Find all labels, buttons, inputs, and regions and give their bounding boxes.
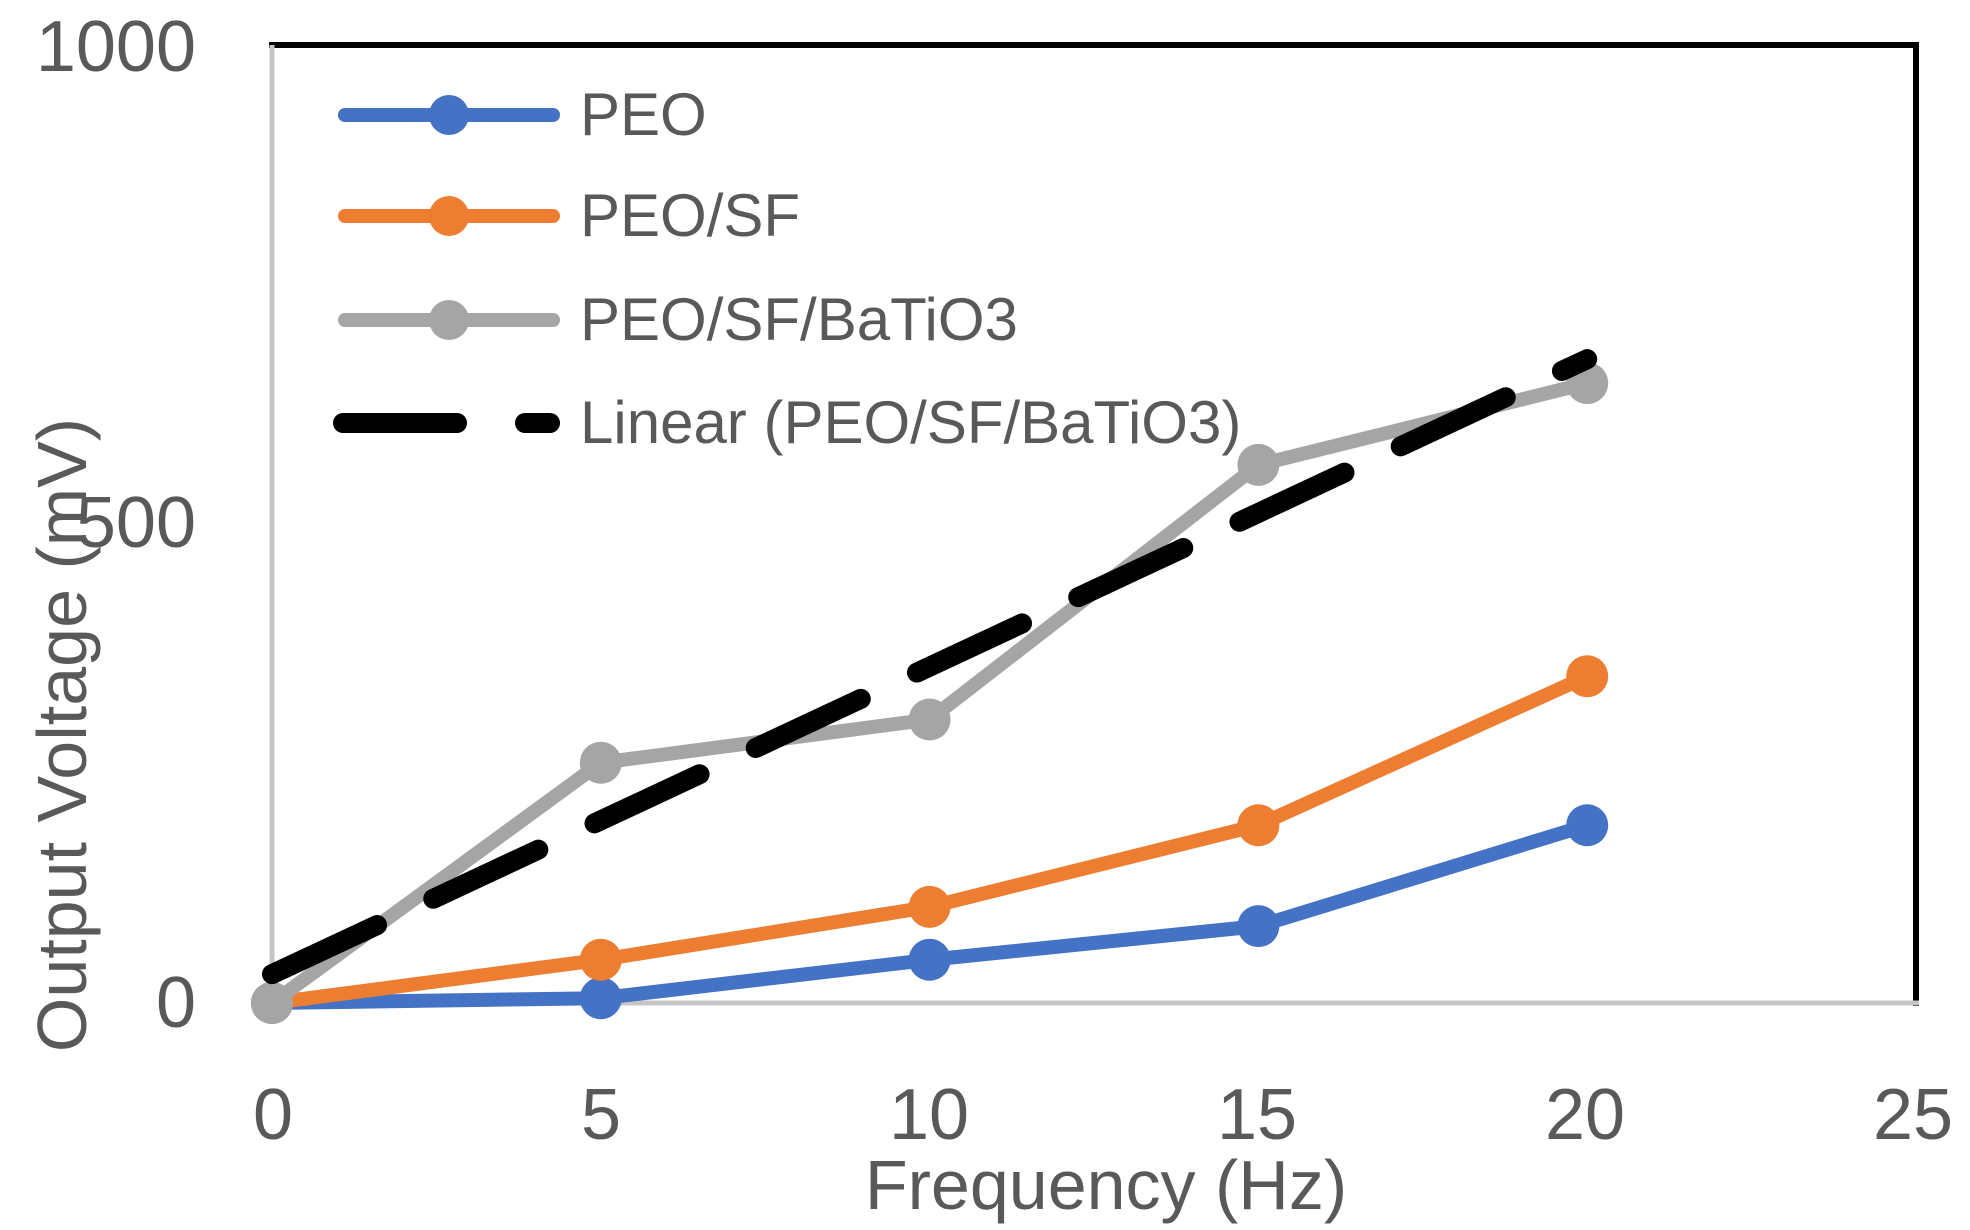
x-tick-20: 20 [1544, 1075, 1626, 1155]
legend-item-peo-sf: PEO/SF [338, 174, 800, 258]
data-point-PEO/SF/BaTiO3 [908, 698, 951, 741]
x-tick-15: 15 [1216, 1075, 1298, 1155]
series-layer [251, 349, 1609, 1024]
y-axis-title: Output Voltage (mV) [23, 417, 101, 1053]
data-point-PEO [1566, 804, 1609, 847]
legend-dash-icon [333, 413, 467, 433]
legend-swatch-peo-sf-batio3 [338, 298, 560, 342]
x-tick-5: 5 [580, 1075, 622, 1155]
data-point-PEO/SF/BaTiO3 [1237, 443, 1280, 486]
data-point-PEO [579, 977, 622, 1020]
trendline [262, 349, 1598, 985]
x-axis-title: Frequency (Hz) [864, 1146, 1348, 1224]
legend-marker-icon [429, 95, 469, 135]
legend-label: Linear (PEO/SF/BaTiO3) [580, 389, 1242, 456]
y-tick-0: 0 [155, 963, 196, 1043]
legend-swatch-peo-sf [338, 194, 560, 238]
legend-marker-icon [429, 300, 469, 340]
legend-item-peo-sf-batio3: PEO/SF/BaTiO3 [338, 278, 1018, 362]
data-point-PEO/SF [1566, 655, 1609, 698]
data-point-PEO/SF [579, 938, 622, 981]
legend-label: PEO [580, 81, 707, 148]
data-point-PEO/SF [1237, 804, 1280, 847]
data-point-PEO/SF/BaTiO3 [251, 982, 293, 1024]
data-point-PEO [908, 938, 951, 981]
x-tick-0: 0 [252, 1075, 294, 1155]
data-point-PEO [1237, 905, 1280, 948]
legend-item-linear-trend: Linear (PEO/SF/BaTiO3) [333, 381, 1241, 465]
x-tick-25: 25 [1872, 1075, 1954, 1155]
y-tick-1000: 1000 [35, 7, 196, 87]
x-tick-10: 10 [888, 1075, 970, 1155]
legend-marker-icon [429, 196, 469, 236]
legend-label: PEO/SF [580, 182, 801, 249]
legend-swatch-linear-trend [333, 401, 560, 445]
data-point-PEO/SF [908, 885, 951, 928]
legend-swatch-peo [338, 93, 560, 137]
data-point-PEO/SF/BaTiO3 [579, 741, 622, 784]
legend-dash-icon [515, 413, 560, 433]
legend-item-peo: PEO [338, 73, 707, 157]
y-tick-500: 500 [75, 483, 196, 563]
legend-label: PEO/SF/BaTiO3 [580, 286, 1018, 353]
